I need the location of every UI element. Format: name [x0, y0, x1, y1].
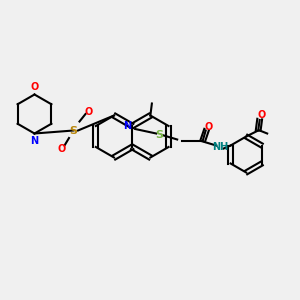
- Text: NH: NH: [213, 142, 229, 152]
- Text: O: O: [58, 143, 66, 154]
- Text: O: O: [205, 122, 213, 132]
- Text: O: O: [84, 107, 93, 117]
- Text: S: S: [70, 125, 77, 136]
- Text: O: O: [257, 110, 265, 120]
- Text: S: S: [155, 130, 163, 140]
- Text: O: O: [30, 82, 39, 92]
- Text: N: N: [30, 136, 39, 146]
- Text: N: N: [124, 121, 132, 131]
